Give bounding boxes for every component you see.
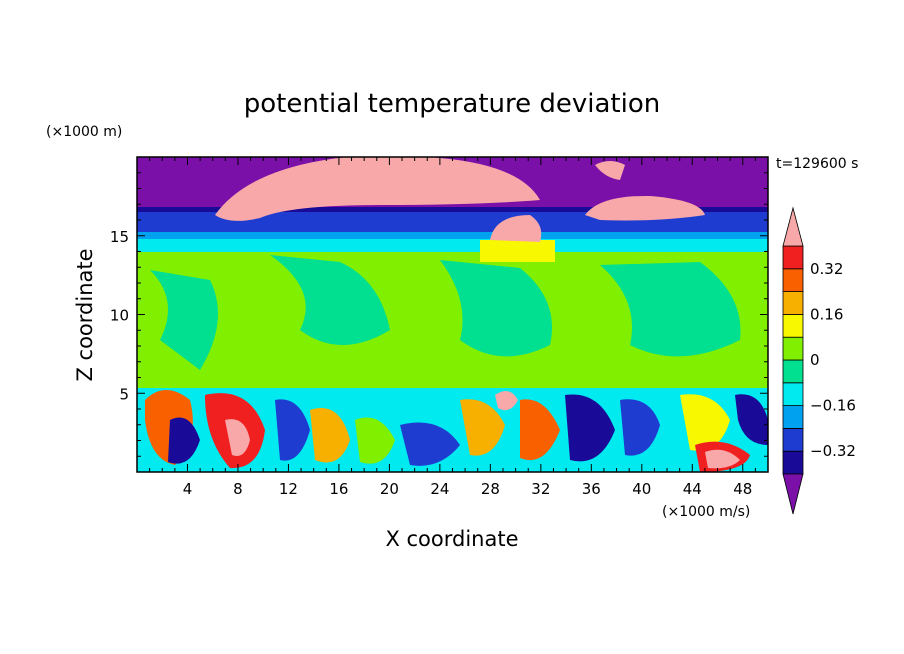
- contour-field: [137, 157, 768, 472]
- x-axis-title: X coordinate: [385, 527, 518, 551]
- band-green-4: [600, 262, 741, 357]
- colorbar-segment: [782, 382, 804, 406]
- y-tick-label: 10: [110, 307, 129, 325]
- x-tick-label: 20: [380, 480, 399, 498]
- colorbar-segment: [782, 268, 804, 292]
- warm-core-7: [705, 449, 740, 469]
- colorbar-tick-label: 0: [810, 351, 820, 369]
- x-tick-label: 36: [582, 480, 601, 498]
- colorbar-segment: [782, 427, 804, 452]
- colorbar-tick-label: −0.16: [810, 397, 856, 415]
- pink-cloud-3: [585, 195, 705, 221]
- warm-cell-3: [310, 408, 350, 463]
- blue-band: [137, 230, 768, 239]
- colorbar-tick-label: −0.32: [810, 442, 856, 460]
- cold-cell-2: [275, 399, 310, 461]
- colorbar-tick-label: 0.16: [810, 305, 843, 323]
- x-tick-label: 48: [733, 480, 752, 498]
- pink-cloud-2: [490, 215, 542, 242]
- x-tick-label: 44: [683, 480, 702, 498]
- band-green-2: [270, 255, 390, 345]
- band-green-3: [440, 260, 552, 357]
- x-tick-label: 24: [430, 480, 449, 498]
- warm-cell-4: [460, 399, 505, 456]
- colorbar-lower-extension: [782, 473, 804, 515]
- x-tick-label: 28: [481, 480, 500, 498]
- colorbar-tick-label: 0.32: [810, 260, 843, 278]
- cold-cell-1: [168, 417, 200, 464]
- yellow-patch: [480, 240, 555, 262]
- colorbar: 0.32 0.16 0 −0.16 −0.32: [782, 206, 856, 515]
- colorbar-segment: [782, 450, 804, 475]
- warm-cell-6: [680, 394, 730, 451]
- pink-cloud-4: [595, 161, 625, 180]
- colorbar-segment: [782, 405, 804, 429]
- cold-cell-4: [565, 394, 615, 462]
- warm-core-4: [495, 391, 518, 411]
- y-axis: 5 10 15: [110, 172, 768, 457]
- pink-cloud-1: [215, 157, 540, 221]
- colorbar-upper-extension: [782, 206, 804, 247]
- cold-cell-5: [620, 399, 660, 456]
- colorbar-segment: [782, 313, 804, 338]
- y-axis-title: Z coordinate: [73, 248, 97, 381]
- colorbar-segment: [782, 336, 804, 361]
- x-axis: 4 8 12 16 20 24 28 32 36 40 44 48: [149, 157, 756, 498]
- x-tick-label: 40: [632, 480, 651, 498]
- x-tick-label: 32: [531, 480, 550, 498]
- cyan-band: [137, 238, 768, 252]
- cold-cell-6: [735, 394, 768, 445]
- warm-cell-5: [520, 399, 560, 461]
- x-tick-label: 12: [279, 480, 298, 498]
- x-tick-label: 16: [329, 480, 348, 498]
- colorbar-segment: [782, 245, 804, 270]
- y-tick-label: 5: [119, 385, 129, 403]
- colorbar-segment: [782, 291, 804, 315]
- green-cell-1: [355, 417, 395, 464]
- band-green-1: [150, 270, 218, 370]
- x-tick-label: 4: [183, 480, 193, 498]
- cold-cell-3: [400, 422, 460, 466]
- colorbar-segment: [782, 359, 804, 384]
- chart-title: potential temperature deviation: [244, 89, 660, 119]
- x-unit-label: (×1000 m/s): [662, 504, 750, 520]
- y-unit-label: (×1000 m): [46, 124, 122, 140]
- tropopause-edge: [137, 205, 768, 212]
- warm-core-2: [225, 419, 250, 456]
- y-tick-label: 15: [110, 228, 129, 246]
- time-label: t=129600 s: [776, 156, 858, 172]
- x-tick-label: 8: [233, 480, 243, 498]
